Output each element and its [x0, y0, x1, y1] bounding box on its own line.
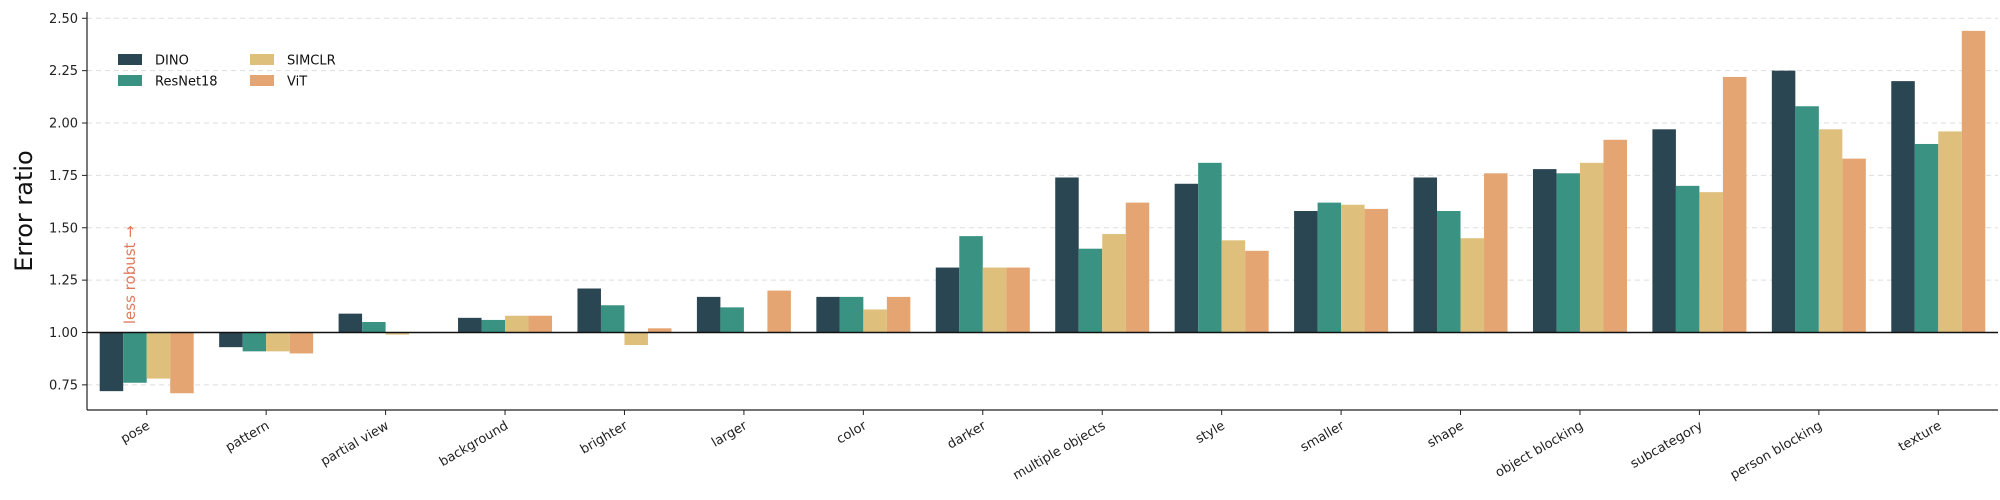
bar — [767, 290, 791, 333]
bar — [647, 328, 672, 333]
x-tick-label: person blocking — [1728, 418, 1825, 483]
y-tick-label: 1.75 — [49, 169, 78, 184]
bar — [1078, 248, 1103, 333]
bar — [935, 267, 960, 333]
bar — [289, 332, 314, 354]
legend-label: DINO — [155, 54, 189, 69]
bar — [982, 267, 1007, 333]
bar — [338, 313, 363, 333]
y-tick-label: 1.25 — [49, 274, 78, 289]
y-tick-label: 2.25 — [49, 64, 78, 79]
x-tick-label: partial view — [318, 418, 392, 469]
bar — [577, 288, 601, 333]
legend-label: ResNet18 — [155, 75, 218, 90]
bar — [624, 332, 648, 346]
bar — [720, 307, 744, 333]
bar — [1245, 250, 1269, 333]
bar — [1294, 211, 1318, 333]
bar — [1818, 129, 1843, 333]
bar — [99, 332, 124, 392]
less-robust-annotation: less robust → — [121, 225, 139, 324]
x-tick-label: larger — [709, 418, 750, 450]
bar — [886, 296, 911, 333]
bar — [481, 319, 506, 333]
y-tick-label: 2.50 — [49, 12, 78, 27]
x-tick-label: smaller — [1298, 418, 1348, 455]
legend-swatch — [250, 75, 274, 86]
bar — [1317, 202, 1342, 333]
bar — [362, 322, 386, 333]
x-tick-label: brighter — [578, 418, 631, 457]
bar — [458, 317, 482, 333]
bar — [1891, 81, 1915, 333]
y-tick-label: 0.75 — [49, 378, 78, 393]
bar — [505, 315, 529, 333]
x-tick-label: color — [834, 418, 870, 447]
bar — [146, 332, 171, 379]
bar — [1938, 131, 1962, 333]
x-tick-label: pattern — [223, 418, 272, 455]
x-tick-label: subcategory — [1628, 418, 1706, 472]
legend-swatch — [250, 54, 274, 65]
bar — [816, 296, 840, 333]
bar — [1198, 162, 1222, 333]
y-axis-label: Error ratio — [10, 150, 38, 271]
bar — [600, 305, 625, 333]
bar — [219, 332, 243, 348]
bar — [1364, 208, 1389, 333]
bar — [242, 332, 267, 352]
x-tick-label: background — [437, 418, 511, 469]
bar — [1579, 162, 1604, 333]
bar — [266, 332, 290, 352]
bar — [1603, 139, 1627, 333]
bar — [1652, 129, 1676, 333]
bar — [1722, 76, 1747, 333]
legend-swatch — [118, 54, 142, 65]
bar — [1484, 173, 1508, 333]
legend-swatch — [118, 75, 142, 86]
y-tick-label: 1.50 — [49, 221, 78, 236]
bar — [1961, 30, 1986, 333]
bar — [1795, 106, 1819, 333]
bar — [385, 332, 410, 335]
bar — [1125, 202, 1150, 333]
x-tick-label: style — [1193, 418, 1228, 447]
bar — [1842, 158, 1866, 333]
bar — [528, 315, 553, 333]
legend-label: ViT — [287, 75, 307, 90]
bar — [1771, 70, 1796, 333]
bar — [1437, 211, 1461, 333]
x-tick-label: darker — [945, 418, 989, 452]
y-tick-label: 2.00 — [49, 117, 78, 132]
bar — [1174, 183, 1199, 333]
bar — [1055, 177, 1079, 333]
bar — [696, 296, 721, 333]
y-tick-label: 1.00 — [49, 326, 78, 341]
bar — [959, 236, 983, 333]
bar — [1413, 177, 1438, 333]
bar — [1460, 238, 1485, 333]
bar — [1675, 185, 1700, 333]
bar — [123, 332, 147, 383]
x-tick-label: pose — [118, 418, 152, 446]
x-tick-label: texture — [1896, 418, 1944, 454]
bar — [1532, 169, 1557, 333]
bar — [1699, 192, 1723, 333]
bar — [1556, 173, 1580, 333]
bar — [1221, 240, 1246, 333]
bar — [839, 296, 864, 333]
x-tick-label: multiple objects — [1011, 418, 1109, 483]
bar — [1914, 143, 1939, 333]
x-tick-label: object blocking — [1493, 418, 1586, 480]
bar — [170, 332, 194, 394]
bar — [1102, 234, 1126, 333]
legend-label: SIMCLR — [287, 54, 336, 69]
bar — [863, 309, 887, 333]
bar — [1341, 204, 1365, 333]
bar — [1006, 267, 1030, 333]
x-tick-label: shape — [1425, 418, 1466, 451]
